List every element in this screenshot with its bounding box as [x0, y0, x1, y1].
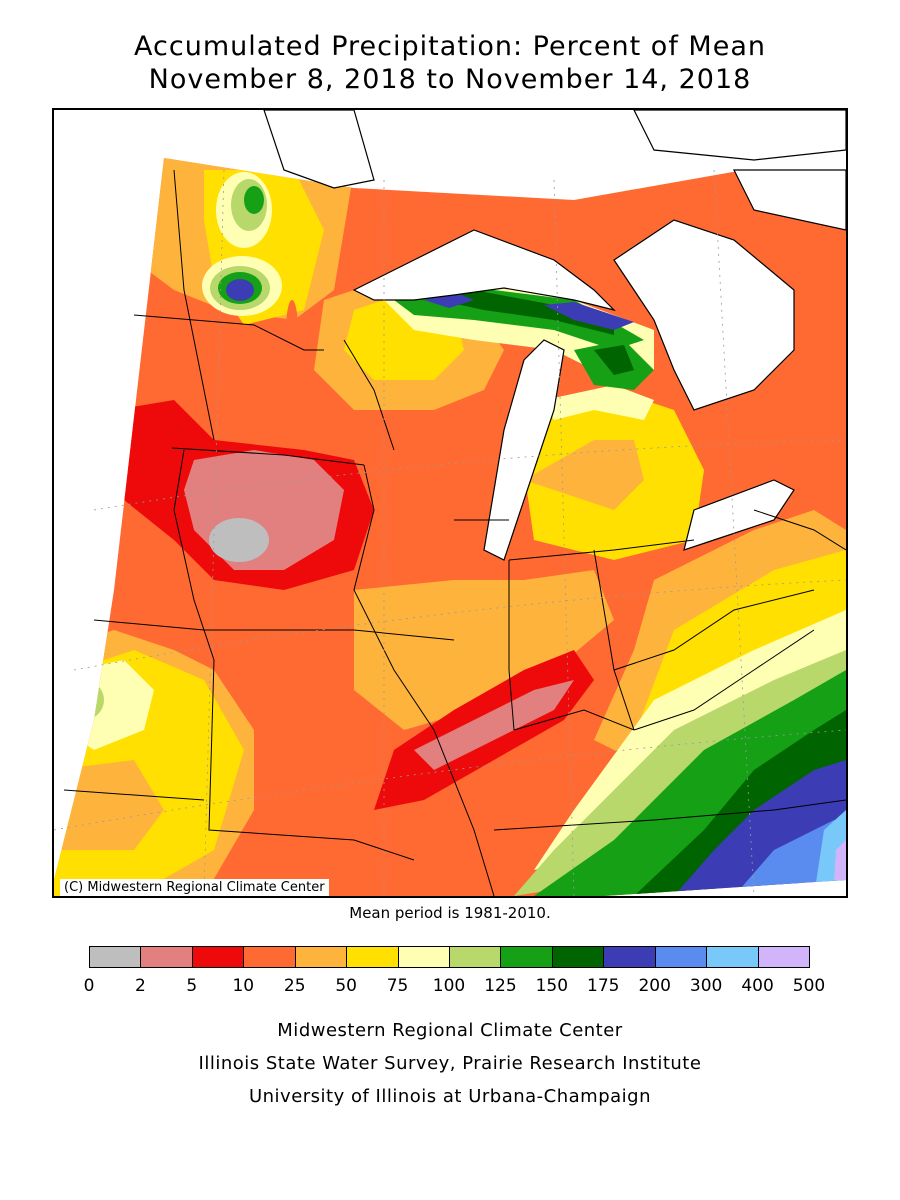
legend-tick-label: 100	[432, 976, 466, 996]
legend-tick-label: 2	[135, 976, 146, 996]
legend-swatch	[346, 946, 399, 968]
map-canvas	[54, 110, 846, 896]
legend-tick-label: 150	[535, 976, 569, 996]
legend-swatch	[449, 946, 502, 968]
legend-swatch	[140, 946, 193, 968]
legend-swatch	[294, 946, 348, 968]
credit-line-3: University of Illinois at Urbana-Champai…	[248, 1086, 652, 1107]
legend-swatch	[757, 946, 810, 968]
legend-swatch	[89, 946, 142, 968]
legend-tick-label: 200	[638, 976, 671, 996]
credit-line-2: Illinois State Water Survey, Prairie Res…	[198, 1053, 702, 1074]
mean-period-note: Mean period is 1981-2010.	[349, 904, 551, 922]
legend-swatch	[191, 946, 245, 968]
legend-swatch	[654, 946, 708, 968]
legend-swatch	[551, 946, 605, 968]
graticule	[54, 169, 846, 896]
legend-tick-label: 10	[232, 976, 255, 996]
legend-tick-label: 400	[741, 976, 774, 996]
legend-swatch	[603, 946, 656, 968]
legend-tick-label: 0	[83, 976, 95, 996]
legend-tick-label: 25	[283, 976, 306, 996]
legend-tick-label: 500	[792, 976, 826, 996]
state-boundaries	[63, 169, 846, 896]
legend-swatch	[706, 946, 759, 968]
legend-swatch	[397, 946, 450, 968]
precipitation-map	[52, 108, 848, 898]
color-legend	[89, 946, 810, 970]
credit-line-1: Midwestern Regional Climate Center	[277, 1020, 623, 1041]
copyright-label: (C) Midwestern Regional Climate Center	[60, 879, 329, 896]
great-lakes	[263, 110, 846, 561]
legend-tick-label: 125	[484, 976, 517, 996]
map-date-range: November 8, 2018 to November 14, 2018	[148, 64, 752, 95]
legend-tick-label: 50	[335, 976, 357, 996]
legend-swatch	[243, 946, 296, 968]
map-title: Accumulated Precipitation: Percent of Me…	[134, 31, 766, 62]
legend-swatch	[500, 946, 553, 968]
legend-tick-label: 300	[689, 976, 723, 996]
legend-tick-label: 5	[186, 976, 198, 996]
legend-tick-label: 75	[386, 976, 409, 996]
legend-tick-label: 175	[587, 976, 620, 996]
